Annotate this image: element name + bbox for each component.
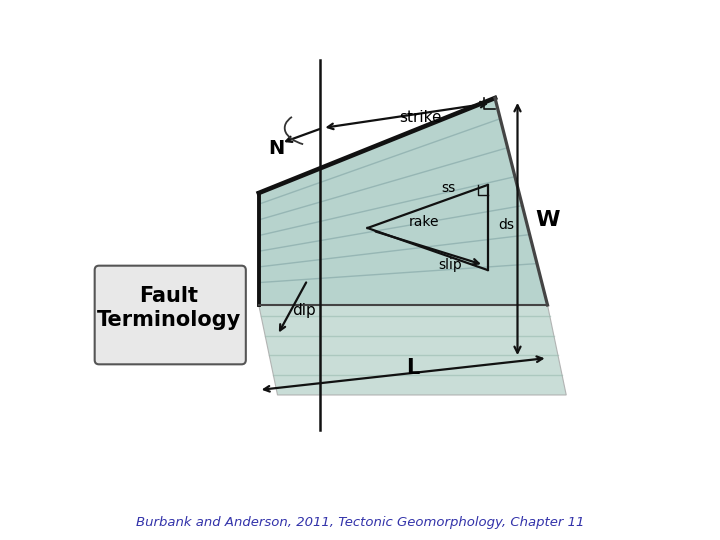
Text: dip: dip	[292, 302, 315, 318]
Text: slip: slip	[438, 258, 462, 272]
Text: ds: ds	[498, 218, 514, 232]
Text: strike: strike	[399, 111, 441, 125]
Polygon shape	[258, 305, 566, 395]
Text: Burbank and Anderson, 2011, Tectonic Geomorphology, Chapter 11: Burbank and Anderson, 2011, Tectonic Geo…	[136, 516, 584, 529]
Text: N: N	[268, 138, 284, 158]
Text: rake: rake	[408, 215, 439, 229]
Text: Fault
Terminology: Fault Terminology	[96, 286, 241, 329]
FancyBboxPatch shape	[95, 266, 246, 364]
Text: ss: ss	[441, 181, 456, 195]
Polygon shape	[258, 98, 547, 305]
Text: L: L	[406, 358, 419, 378]
Text: W: W	[535, 210, 559, 230]
